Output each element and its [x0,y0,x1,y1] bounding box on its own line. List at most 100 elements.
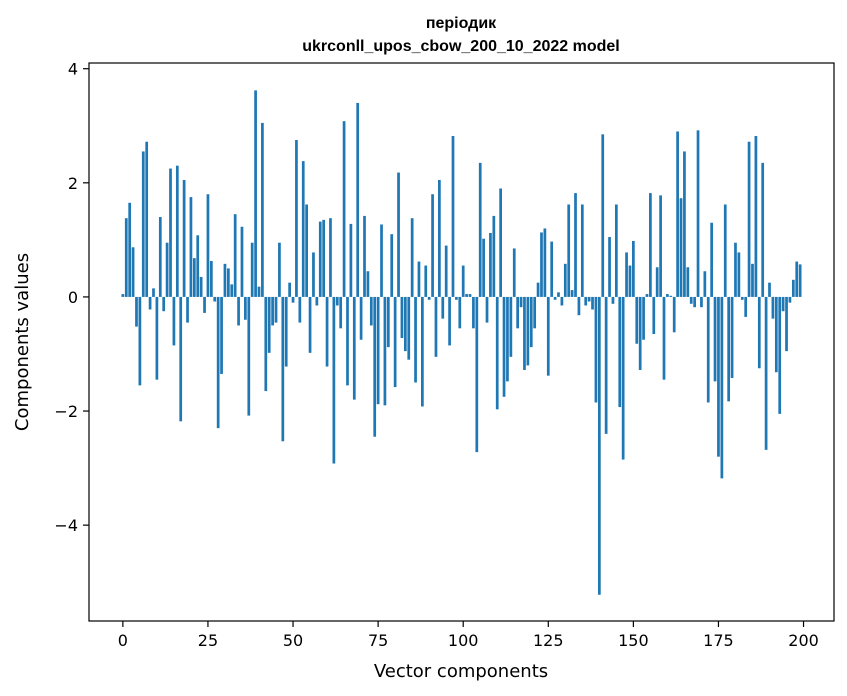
bar [359,296,363,340]
bar [342,121,346,297]
bar [240,226,244,297]
bar [352,296,356,400]
bar [502,296,506,397]
bar [764,296,768,450]
bar [397,172,400,297]
bar [366,271,370,297]
bar [754,136,758,297]
bar [655,267,659,297]
bar [563,263,567,297]
bar [451,136,455,297]
bar [638,296,642,370]
bar [407,296,411,360]
bar [781,296,785,312]
x-tick-label: 150 [618,631,649,650]
bar [757,296,761,369]
bar [713,296,717,382]
bar [553,296,557,300]
bar [543,228,547,297]
bar [461,265,465,297]
bar [740,296,744,300]
bar [284,296,288,367]
bar [220,296,223,374]
bar [594,296,598,403]
bar [261,122,264,297]
bar [179,296,183,422]
bar [533,296,537,329]
bar [162,296,166,312]
bar [774,296,778,373]
y-tick-label: 4 [68,60,78,79]
bar [298,296,302,323]
bar [669,295,673,297]
bar [380,224,383,297]
bar [604,296,608,434]
bar [124,218,128,297]
bar [431,194,434,297]
bar [301,161,305,297]
bar [601,134,605,297]
bar [570,290,574,297]
y-tick-label: −2 [54,402,78,421]
bar [335,296,339,306]
bar [444,245,448,297]
bar [706,296,710,403]
bar [577,296,581,316]
bar [295,140,298,297]
bar [652,296,656,335]
bar [206,194,210,297]
bar [305,204,308,297]
bar [768,282,771,297]
bar [771,296,775,319]
bar [730,296,734,378]
bar [186,296,189,323]
bar [676,131,679,297]
bar [778,296,782,414]
bar [175,165,179,297]
bar [237,296,240,326]
bar [223,263,227,297]
bar [597,296,601,595]
bar [349,223,353,297]
bar [618,296,622,408]
bar [512,248,516,297]
bar [689,296,693,304]
bar [318,221,322,297]
bar [611,296,615,304]
y-tick-label: 2 [68,174,78,193]
bar [557,292,560,297]
bar [233,214,237,297]
bar [642,296,645,340]
x-tick-label: 175 [703,631,734,650]
bar [723,204,727,297]
y-tick-label: −4 [54,516,78,535]
bar [509,296,513,357]
bar [356,102,360,297]
bar [216,296,220,429]
bar [172,296,176,346]
bar [662,296,666,380]
bar [720,296,724,479]
chart-title-line-2: ukrconll_upos_cbow_200_10_2022 model [302,38,619,55]
bar [679,198,683,297]
x-tick-label: 0 [118,631,128,650]
bar [196,235,200,297]
bar [281,296,285,442]
bar [747,141,751,297]
bar [659,195,662,297]
bar [155,296,159,380]
bar [213,296,217,302]
bar [271,296,274,326]
bar [278,242,281,297]
bar [672,296,676,333]
bar [291,296,295,303]
bar [516,296,520,329]
bar [369,296,373,326]
x-tick-label: 100 [448,631,479,650]
bar [400,296,404,339]
bar [632,241,635,297]
bar [209,260,213,297]
bar [495,296,499,410]
bar [145,141,149,297]
bar [135,296,138,327]
